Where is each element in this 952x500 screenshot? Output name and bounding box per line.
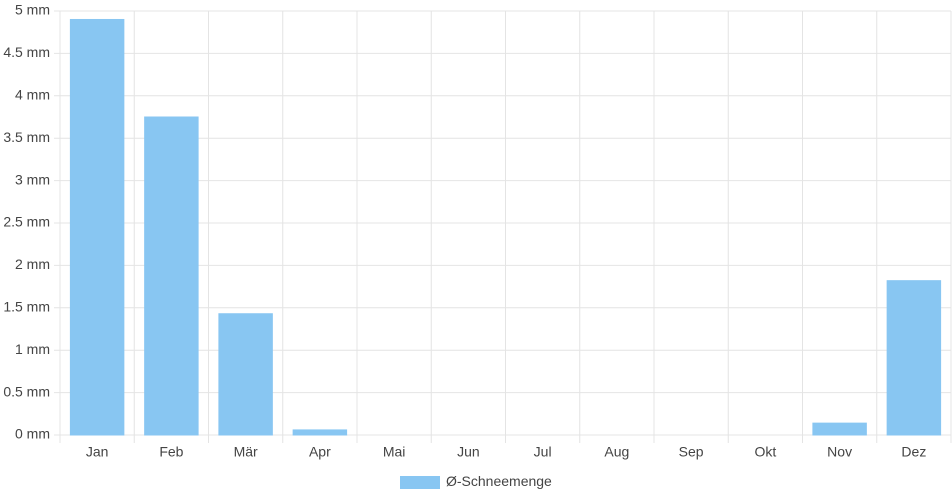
y-tick-label: 5 mm (15, 2, 50, 18)
x-tick-label: Sep (679, 444, 704, 460)
bar (292, 429, 348, 436)
bar (69, 18, 125, 436)
x-tick-label: Feb (159, 444, 183, 460)
bar (218, 313, 273, 436)
x-tick-label: Mai (383, 444, 406, 460)
y-tick-label: 4.5 mm (3, 44, 50, 60)
x-tick-label: Dez (901, 444, 926, 460)
y-tick-label: 0.5 mm (3, 383, 50, 399)
x-tick-label: Mär (234, 444, 258, 460)
bar (144, 116, 199, 436)
x-tick-label: Okt (754, 444, 776, 460)
x-tick-label: Aug (604, 444, 629, 460)
x-tick-label: Apr (309, 444, 331, 460)
y-tick-label: 3.5 mm (3, 129, 50, 145)
legend-label: Ø-Schneemenge (446, 473, 552, 489)
y-tick-label: 2 mm (15, 256, 50, 272)
x-tick-label: Jun (457, 444, 480, 460)
legend-swatch (400, 476, 440, 489)
y-tick-label: 1 mm (15, 341, 50, 357)
y-tick-label: 3 mm (15, 171, 50, 187)
bar (886, 280, 942, 436)
x-tick-label: Nov (827, 444, 852, 460)
y-tick-label: 0 mm (15, 426, 50, 442)
y-tick-label: 4 mm (15, 87, 50, 103)
x-tick-label: Jul (534, 444, 552, 460)
y-tick-label: 2.5 mm (3, 214, 50, 230)
bar (812, 422, 867, 436)
x-tick-label: Jan (86, 444, 109, 460)
y-tick-label: 1.5 mm (3, 299, 50, 315)
